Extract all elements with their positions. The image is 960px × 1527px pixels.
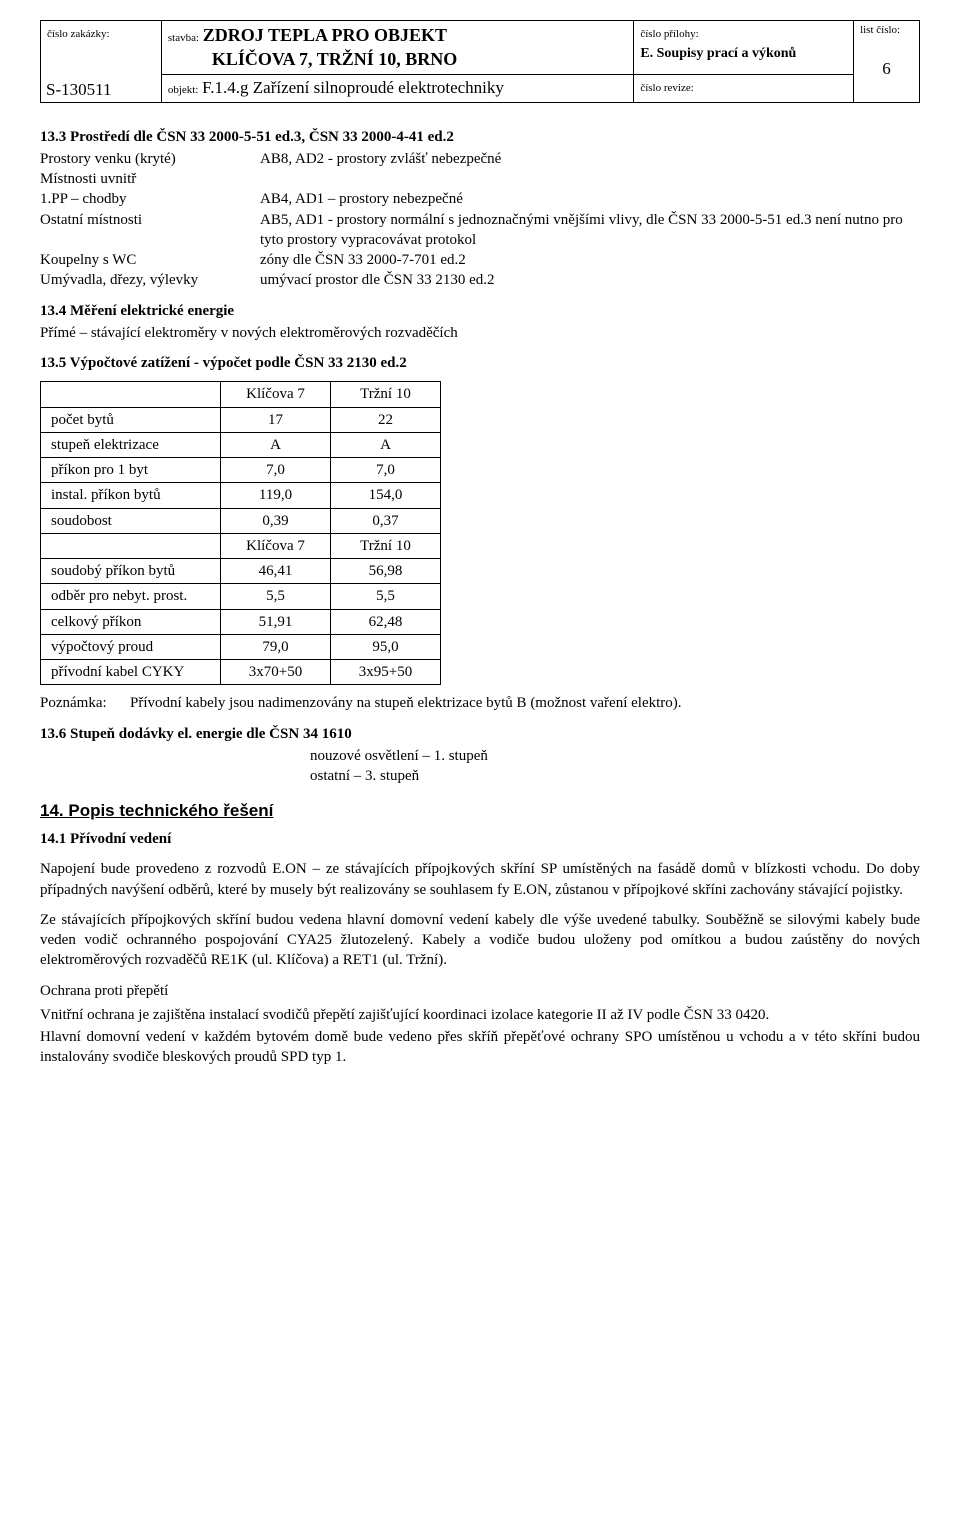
table-cell: 79,0	[221, 634, 331, 659]
table-row-label: soudobost	[41, 508, 221, 533]
env-row-val: AB8, AD2 - prostory zvlášť nebezpečné	[260, 149, 920, 169]
table-cell: A	[331, 432, 441, 457]
table-row-label: instal. příkon bytů	[41, 483, 221, 508]
table-cell: 154,0	[331, 483, 441, 508]
order-no-label: číslo zakázky:	[47, 28, 110, 40]
s14-p3: Vnitřní ochrana je zajištěna instalací s…	[40, 1005, 920, 1025]
table-cell	[41, 382, 221, 407]
env-row-label: 1.PP – chodby	[40, 189, 260, 209]
table-row-label: počet bytů	[41, 407, 221, 432]
object-label: objekt:	[168, 84, 199, 96]
s13-6-line2: ostatní – 3. stupeň	[310, 766, 920, 786]
s13-3-rows: Prostory venku (kryté)AB8, AD2 - prostor…	[40, 149, 920, 291]
col-header: Tržní 10	[331, 533, 441, 558]
table-row-label: odběr pro nebyt. prost.	[41, 584, 221, 609]
env-row-val: zóny dle ČSN 33 2000-7-701 ed.2	[260, 250, 920, 270]
table-cell: 95,0	[331, 634, 441, 659]
table-cell: 7,0	[221, 458, 331, 483]
s13-6-line1: nouzové osvětlení – 1. stupeň	[310, 746, 920, 766]
s14-p1: Napojení bude provedeno z rozvodů E.ON –…	[40, 859, 920, 900]
table-cell: 3x95+50	[331, 660, 441, 685]
building-label: stavba:	[168, 32, 199, 44]
env-row-val: AB5, AD1 - prostory normální s jednoznač…	[260, 210, 920, 251]
env-row-label: Místnosti uvnitř	[40, 169, 260, 189]
table-cell: A	[221, 432, 331, 457]
table-cell: 5,5	[331, 584, 441, 609]
env-row-label: Umývadla, dřezy, výlevky	[40, 270, 260, 290]
table-row-label: výpočtový proud	[41, 634, 221, 659]
page-number: 6	[860, 58, 913, 81]
s14-p4: Hlavní domovní vedení v každém bytovém d…	[40, 1027, 920, 1068]
project-code: S-130511	[46, 80, 112, 99]
table-cell: 46,41	[221, 559, 331, 584]
table-cell: 62,48	[331, 609, 441, 634]
env-row-val	[260, 169, 920, 189]
surge-title: Ochrana proti přepětí	[40, 981, 920, 1001]
list-no-label: list číslo:	[860, 23, 913, 38]
table-cell: 3x70+50	[221, 660, 331, 685]
attach-name: E. Soupisy prací a výkonů	[640, 46, 796, 61]
table-cell: 56,98	[331, 559, 441, 584]
note-label: Poznámka:	[40, 693, 130, 713]
s14-1-title: 14.1 Přívodní vedení	[40, 829, 920, 849]
attach-no-label: číslo přílohy:	[640, 28, 698, 40]
table-cell	[41, 533, 221, 558]
s14-title: 14. Popis technického řešení	[40, 800, 920, 823]
table-cell: 119,0	[221, 483, 331, 508]
table-cell: 17	[221, 407, 331, 432]
s13-4-text: Přímé – stávající elektroměry v nových e…	[40, 323, 920, 343]
title-line1: ZDROJ TEPLA PRO OBJEKT	[203, 25, 447, 45]
table-cell: 0,37	[331, 508, 441, 533]
table-row-label: stupeň elektrizace	[41, 432, 221, 457]
s13-4-title: 13.4 Měření elektrické energie	[40, 301, 920, 321]
col-header: Klíčova 7	[221, 533, 331, 558]
env-row-val: umývací prostor dle ČSN 33 2130 ed.2	[260, 270, 920, 290]
env-row-label: Koupelny s WC	[40, 250, 260, 270]
load-table: Klíčova 7 Tržní 10 počet bytů1722 stupeň…	[40, 381, 441, 685]
env-row-label: Ostatní místnosti	[40, 210, 260, 251]
note-row: Poznámka: Přívodní kabely jsou nadimenzo…	[40, 693, 920, 713]
object-text: F.1.4.g Zařízení silnoproudé elektrotech…	[202, 78, 504, 97]
s13-3-title: 13.3 Prostředí dle ČSN 33 2000-5-51 ed.3…	[40, 127, 920, 147]
s13-6-title: 13.6 Stupeň dodávky el. energie dle ČSN …	[40, 724, 920, 744]
table-row-label: soudobý příkon bytů	[41, 559, 221, 584]
env-row-label: Prostory venku (kryté)	[40, 149, 260, 169]
table-cell: 22	[331, 407, 441, 432]
env-row-val: AB4, AD1 – prostory nebezpečné	[260, 189, 920, 209]
s13-5-title: 13.5 Výpočtové zatížení - výpočet podle …	[40, 353, 920, 373]
s14-p2: Ze stávajících přípojkových skříní budou…	[40, 910, 920, 971]
rev-no-label: číslo revize:	[640, 82, 693, 94]
col-header: Klíčova 7	[221, 382, 331, 407]
table-row-label: přívodní kabel CYKY	[41, 660, 221, 685]
table-cell: 51,91	[221, 609, 331, 634]
col-header: Tržní 10	[331, 382, 441, 407]
table-row-label: celkový příkon	[41, 609, 221, 634]
note-text: Přívodní kabely jsou nadimenzovány na st…	[130, 693, 920, 713]
header-box: číslo zakázky: stavba: ZDROJ TEPLA PRO O…	[40, 20, 920, 103]
table-cell: 7,0	[331, 458, 441, 483]
title-line2: KLÍČOVA 7, TRŽNÍ 10, BRNO	[212, 49, 457, 69]
table-cell: 0,39	[221, 508, 331, 533]
table-cell: 5,5	[221, 584, 331, 609]
table-row-label: příkon pro 1 byt	[41, 458, 221, 483]
